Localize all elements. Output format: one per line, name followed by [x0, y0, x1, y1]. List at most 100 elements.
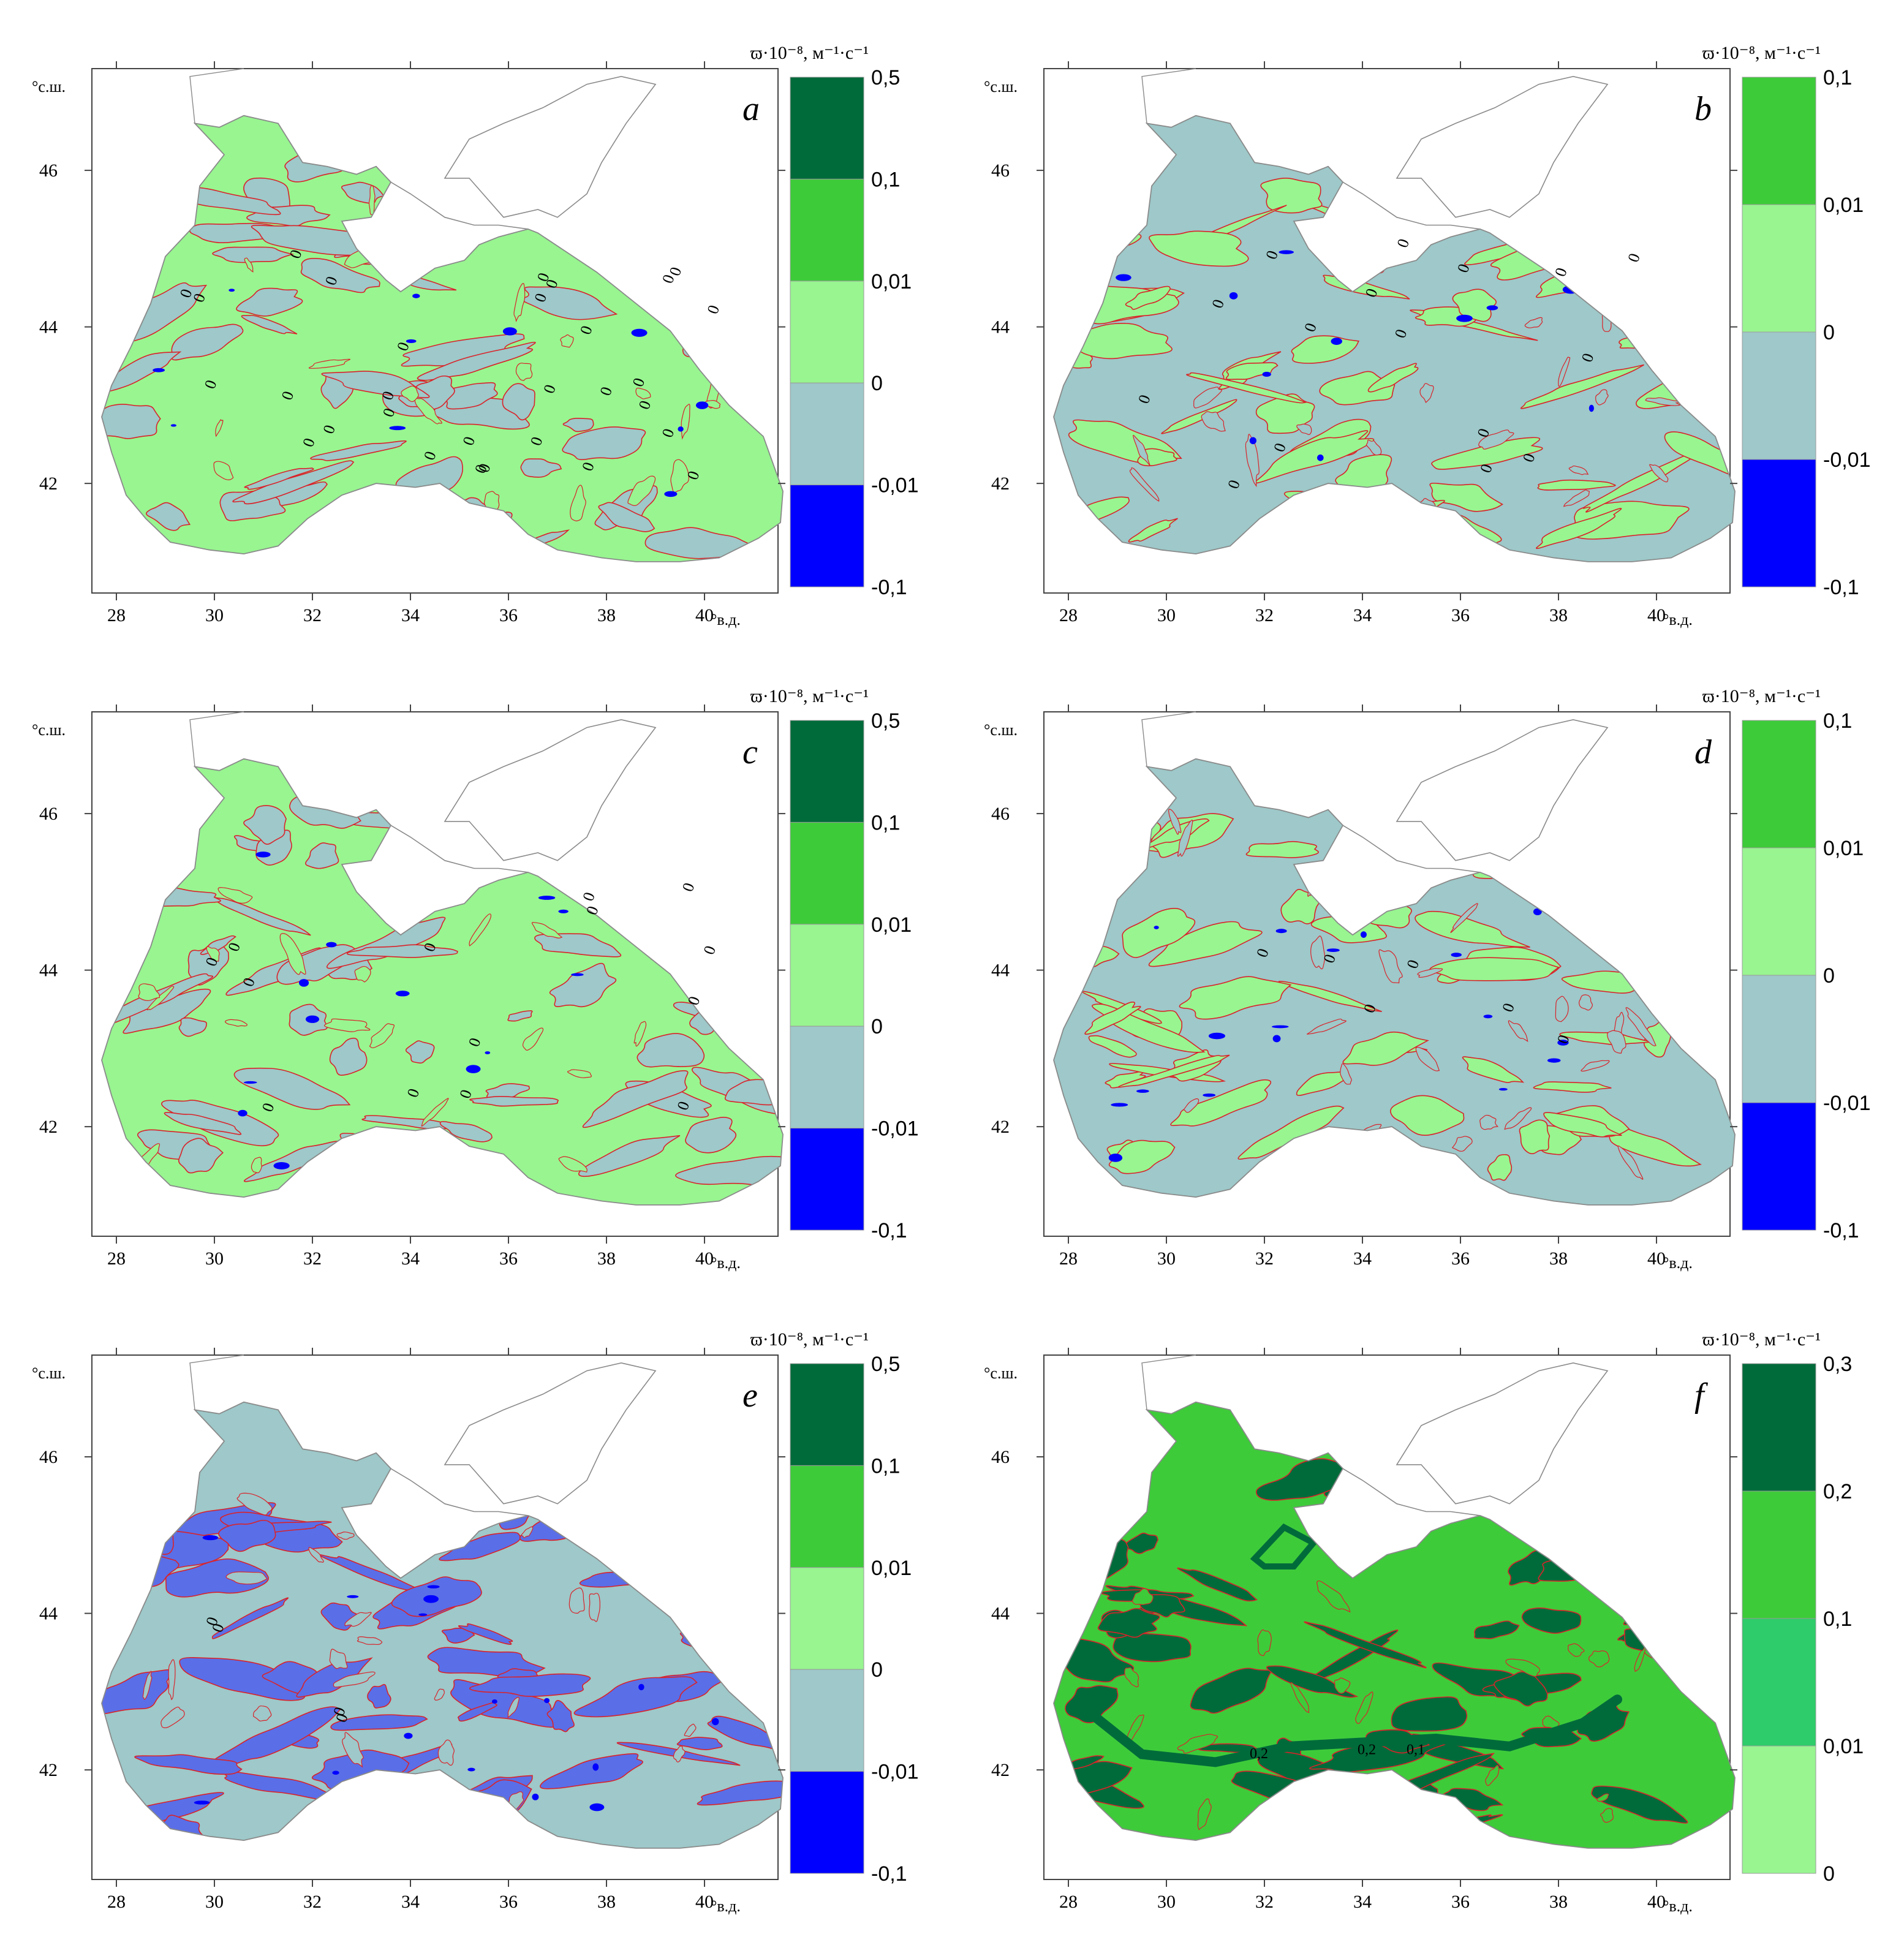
- lat-tick-label: 42: [39, 1760, 58, 1780]
- negative-spot: [440, 872, 448, 880]
- field-patch: [670, 459, 689, 493]
- field-patch: [1378, 949, 1403, 984]
- negative-spot: [664, 491, 678, 497]
- legend-value: -0,1: [871, 576, 907, 599]
- legend-value: 0: [871, 1658, 883, 1682]
- legend-value: -0,1: [871, 1219, 907, 1242]
- field-patch: [1625, 1007, 1657, 1046]
- field-patch: [562, 417, 594, 433]
- field-layer: [102, 758, 783, 1205]
- field-patch: [1177, 820, 1193, 857]
- field-patch: [573, 1676, 698, 1718]
- field-patch: [1317, 1581, 1351, 1613]
- field-patch: [1435, 1432, 1552, 1467]
- field-patch: [549, 962, 617, 1008]
- lon-tick-label: 28: [1059, 605, 1078, 625]
- lat-tick-label: 42: [991, 1117, 1010, 1137]
- field-patch: [342, 1732, 364, 1768]
- lat-unit-label: °с.ш.: [984, 1364, 1018, 1382]
- lat-tick-label: 44: [991, 961, 1010, 981]
- field-patch: [528, 159, 624, 179]
- negative-spot: [170, 424, 176, 427]
- field-patch: [709, 143, 756, 168]
- lon-tick-label: 32: [303, 1248, 322, 1269]
- lat-unit-label: °с.ш.: [984, 721, 1018, 739]
- field-patch: [1255, 393, 1315, 434]
- lat-tick-label: 42: [39, 1117, 58, 1137]
- negative-spot: [1271, 1025, 1289, 1029]
- legend-swatch: [790, 382, 864, 486]
- field-patch: [336, 505, 370, 516]
- negative-spot: [589, 1520, 604, 1529]
- legend-value: 0,2: [1823, 1480, 1852, 1503]
- field-patch: [333, 1671, 376, 1688]
- field-patch: [1541, 1460, 1587, 1478]
- legend-value: 0,5: [871, 709, 900, 733]
- field-patch: [357, 1636, 383, 1645]
- negative-spot: [502, 327, 517, 336]
- field-patch: [560, 334, 574, 348]
- field-patch: [1528, 165, 1558, 184]
- field-patch: [1638, 962, 1697, 992]
- negative-spot: [1669, 262, 1683, 268]
- negative-spot: [1360, 931, 1367, 938]
- field-patch: [1536, 508, 1622, 550]
- field-patch: [1494, 1671, 1548, 1707]
- field-patch: [1294, 1432, 1350, 1454]
- field-patch: [1312, 868, 1385, 894]
- field-patch: [336, 1532, 355, 1540]
- field-patch: [598, 502, 655, 532]
- legend-value: 0,1: [871, 1454, 900, 1478]
- azov-coastline: [1396, 719, 1609, 861]
- legend-swatch: [790, 822, 864, 925]
- field-patch: [360, 490, 439, 524]
- field-patch: [1319, 371, 1396, 406]
- field-patch: [401, 185, 427, 203]
- lon-tick-label: 38: [1549, 1248, 1568, 1269]
- field-patch: [567, 1069, 592, 1078]
- field-patch: [168, 1659, 176, 1701]
- field-patch: [1500, 784, 1589, 817]
- field-patch: [251, 1157, 262, 1174]
- field-patch: [1607, 1030, 1626, 1054]
- lon-tick-label: 36: [499, 1892, 518, 1912]
- field-patch: [1503, 202, 1519, 238]
- field-patch: [1304, 1621, 1427, 1669]
- legend-swatch: [1742, 975, 1816, 1103]
- contour-label: 0,1: [1407, 1742, 1425, 1758]
- field-patch: [1254, 430, 1375, 484]
- field-patch: [363, 212, 428, 241]
- map-frame: [1043, 711, 1731, 1237]
- negative-spot: [1136, 1089, 1149, 1093]
- field-patch: [1128, 518, 1178, 543]
- legend-swatch: [1742, 1102, 1816, 1231]
- field-patch: [206, 946, 220, 962]
- field-patch: [1520, 364, 1644, 409]
- field-patch: [1588, 1650, 1610, 1668]
- legend-value: 0: [871, 372, 883, 395]
- field-patch: [539, 1753, 643, 1789]
- field-patch: [1133, 434, 1150, 466]
- field-patch: [1538, 1546, 1637, 1582]
- negative-spot: [1272, 1035, 1281, 1043]
- field-patch: [367, 1683, 391, 1709]
- sea-coastline: [101, 758, 784, 1206]
- legend-title: ϖ·10⁻⁸, м⁻¹·с⁻¹: [750, 1329, 869, 1350]
- legend-value: 0,01: [871, 270, 912, 293]
- field-patch: [1321, 1811, 1427, 1848]
- lat-tick-label: 46: [991, 804, 1010, 824]
- legend-value: 0,01: [1823, 837, 1864, 860]
- azov-coastline: [444, 1362, 657, 1505]
- field-patch: [1369, 203, 1381, 219]
- field-patch: [1323, 1500, 1413, 1517]
- field-patch: [1558, 357, 1571, 387]
- lon-tick-label: 38: [597, 1892, 616, 1912]
- field-patch: [1097, 1607, 1160, 1638]
- dark-green-eddy: [1250, 1523, 1318, 1569]
- field-patch: [1568, 465, 1589, 475]
- field-patch: [1296, 1071, 1350, 1096]
- field-patch: [1612, 908, 1683, 951]
- legend-swatch: [1742, 204, 1816, 333]
- negative-spot: [485, 1051, 491, 1054]
- legend-value: 0,1: [1823, 66, 1852, 89]
